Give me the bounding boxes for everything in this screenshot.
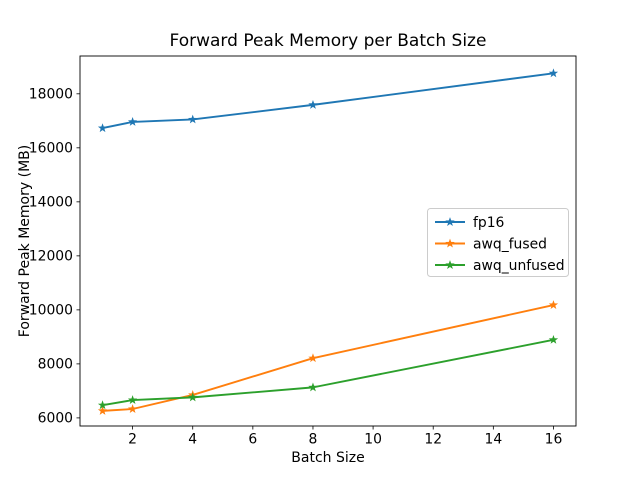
y-tick-label: 16000 — [29, 141, 73, 157]
data-point-awq_unfused — [188, 392, 198, 402]
data-point-awq_fused — [548, 300, 559, 309]
data-point-awq_unfused — [548, 334, 559, 344]
legend-label: awq_unfused — [473, 258, 565, 274]
y-tick-label: 8000 — [38, 357, 73, 373]
legend-entry: fp16 — [435, 215, 504, 231]
data-point-fp16 — [308, 99, 318, 109]
x-tick-label: 12 — [424, 432, 442, 448]
chart-title: Forward Peak Memory per Batch Size — [169, 31, 487, 51]
x-tick-label: 16 — [545, 432, 563, 448]
data-point-awq_fused — [97, 405, 108, 415]
data-point-awq_unfused — [127, 395, 138, 405]
legend-label: fp16 — [473, 215, 504, 231]
data-point-awq_unfused — [308, 382, 318, 392]
x-axis-label: Batch Size — [291, 450, 365, 466]
x-tick-label: 14 — [484, 432, 502, 448]
x-tick-label: 10 — [364, 432, 382, 448]
y-tick-label: 18000 — [29, 87, 73, 103]
data-point-fp16 — [188, 114, 198, 124]
y-tick-label: 10000 — [29, 303, 73, 319]
series-line-fp16 — [101, 72, 555, 130]
y-tick-label: 14000 — [29, 195, 73, 211]
x-tick-label: 4 — [188, 432, 197, 448]
data-point-awq_fused — [308, 353, 318, 363]
series-line-awq_fused — [101, 304, 555, 412]
legend-star-icon — [445, 260, 455, 269]
data-point-awq_fused — [127, 404, 138, 413]
plot-frame — [79, 55, 577, 427]
legend: fp16 awq_fused awq_unfused — [427, 208, 569, 277]
data-point-fp16 — [548, 68, 559, 78]
data-point-fp16 — [97, 123, 108, 133]
data-point-awq_unfused — [97, 400, 108, 410]
legend-box — [427, 208, 569, 277]
data-point-fp16 — [127, 117, 138, 126]
legend-star-icon — [445, 217, 455, 226]
legend-entry: awq_fused — [435, 236, 547, 252]
y-tick-label: 6000 — [38, 411, 73, 427]
legend-star-icon — [445, 238, 455, 248]
legend-label: awq_fused — [473, 236, 547, 252]
x-tick-label: 6 — [248, 432, 257, 448]
legend-entry: awq_unfused — [435, 258, 565, 274]
x-tick-label: 2 — [128, 432, 137, 448]
x-tick-label: 8 — [309, 432, 318, 448]
series-line-awq_unfused — [101, 338, 555, 407]
y-tick-label: 12000 — [29, 249, 73, 265]
